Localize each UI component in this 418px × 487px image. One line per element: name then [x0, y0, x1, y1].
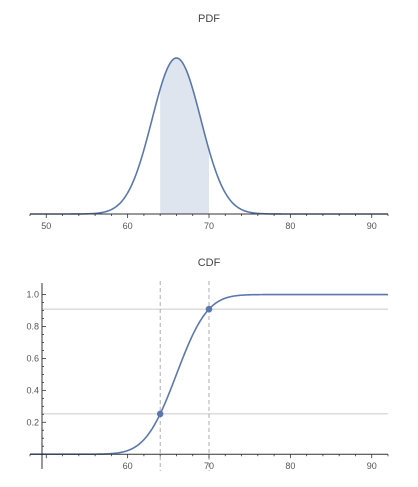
cdf-x-ticks: [29, 454, 389, 459]
pdf-x-ticks: [29, 214, 389, 218]
cdf-x-tick-label-60: 60: [123, 461, 133, 471]
cdf-y-tick-label-0.2: 0.2: [26, 417, 39, 427]
pdf-x-tick-label-70: 70: [204, 221, 214, 231]
pdf-x-tick-label-90: 90: [367, 221, 377, 231]
cdf-y-tick-labels: 0.2 0.4 0.6 0.8 1.0: [26, 290, 39, 428]
cdf-x-tick-label-90: 90: [367, 461, 377, 471]
pdf-x-tick-label-60: 60: [123, 221, 133, 231]
cdf-y-tick-label-0.6: 0.6: [26, 353, 39, 363]
cdf-panel: CDF 60 70 80 90 0.2 0.4 0.6 0.8 1.0: [26, 257, 389, 471]
cdf-point-upper: [205, 305, 213, 313]
cdf-x-tick-label-80: 80: [285, 461, 295, 471]
cdf-y-tick-label-0.4: 0.4: [26, 385, 39, 395]
pdf-x-tick-label-80: 80: [285, 221, 295, 231]
cdf-y-ticks: [42, 294, 46, 455]
pdf-panel: PDF 50 60 70 80 90: [29, 13, 389, 231]
cdf-x-tick-label-70: 70: [204, 461, 214, 471]
cdf-y-tick-label-1.0: 1.0: [26, 290, 39, 300]
pdf-x-tick-labels: 50 60 70 80 90: [41, 221, 376, 231]
pdf-shaded-area: [160, 58, 209, 214]
pdf-title: PDF: [198, 13, 220, 25]
pdf-x-tick-label-50: 50: [41, 221, 51, 231]
cdf-title: CDF: [198, 257, 221, 269]
cdf-y-tick-label-0.8: 0.8: [26, 322, 39, 332]
cdf-x-tick-labels: 60 70 80 90: [123, 461, 377, 471]
cdf-point-lower: [156, 410, 164, 418]
